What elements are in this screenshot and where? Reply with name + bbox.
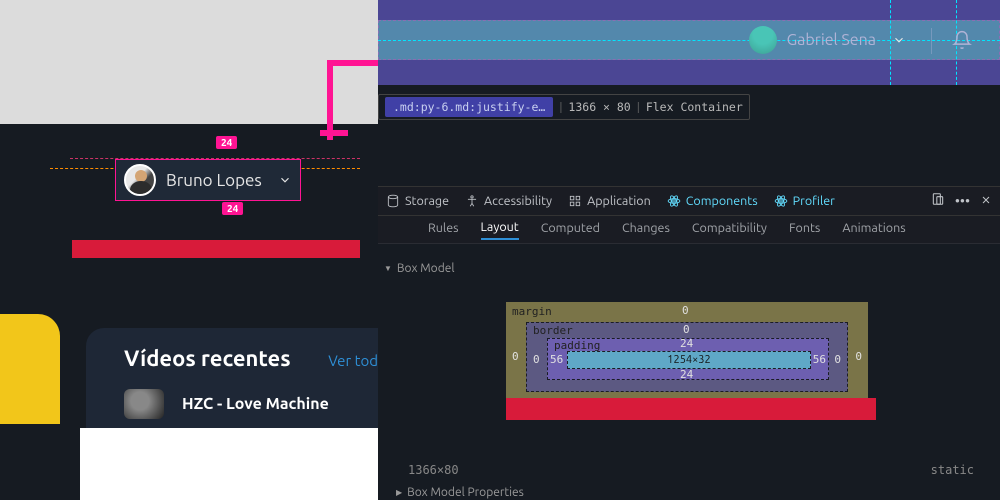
- header-user-name: Gabriel Sena: [787, 31, 876, 49]
- element-position: static: [931, 463, 974, 477]
- crumb-flex-label: Flex Container: [646, 100, 743, 114]
- tab-application[interactable]: Application: [568, 194, 651, 208]
- bm-value[interactable]: 0: [683, 323, 690, 336]
- bm-padding[interactable]: padding 24 56 56 24 1254×32: [547, 338, 829, 380]
- page-preview-panel: 24 24 Bruno Lopes Vídeos recentes Ver to…: [0, 0, 378, 500]
- user-dropdown-name: Bruno Lopes: [166, 171, 262, 190]
- more-icon[interactable]: •••: [955, 193, 970, 209]
- chevron-down-icon: [278, 173, 292, 187]
- bm-margin-label: margin: [512, 305, 552, 318]
- user-dropdown[interactable]: Bruno Lopes: [115, 159, 301, 201]
- sidebar-accent: [0, 314, 60, 424]
- tab-rules[interactable]: Rules: [428, 221, 459, 239]
- bell-icon[interactable]: [952, 30, 972, 54]
- video-thumbnail: [124, 389, 164, 419]
- bm-border-label: border: [533, 324, 573, 337]
- bm-value[interactable]: 0: [682, 304, 689, 317]
- avatar: [749, 26, 777, 54]
- tab-label: Storage: [405, 194, 449, 208]
- tab-animations[interactable]: Animations: [842, 221, 905, 239]
- bm-value[interactable]: 0: [834, 353, 841, 366]
- bm-value[interactable]: 56: [550, 353, 563, 366]
- list-item[interactable]: HZC - Love Machine: [124, 389, 378, 419]
- tab-compatibility[interactable]: Compatibility: [692, 221, 767, 239]
- tab-label: Profiler: [793, 194, 835, 208]
- tab-profiler[interactable]: Profiler: [774, 194, 835, 208]
- header-user-dropdown[interactable]: Gabriel Sena: [749, 26, 906, 54]
- inspector-highlight-bar: [72, 240, 360, 258]
- tab-changes[interactable]: Changes: [622, 221, 670, 239]
- tab-storage[interactable]: Storage: [386, 194, 449, 208]
- bm-border[interactable]: border 0 0 0 padding 24 56 56 24 1254×32: [526, 322, 848, 392]
- tab-accessibility[interactable]: Accessibility: [465, 194, 552, 208]
- bm-content-dims: 1254×32: [667, 354, 710, 366]
- section-box-model[interactable]: Box Model: [384, 262, 455, 275]
- bm-value[interactable]: 56: [813, 353, 826, 366]
- tab-layout[interactable]: Layout: [481, 220, 519, 240]
- bm-value[interactable]: 24: [680, 337, 693, 350]
- tab-computed[interactable]: Computed: [541, 221, 600, 239]
- card-see-all-link[interactable]: Ver tod: [328, 352, 378, 369]
- header-divider: [931, 28, 932, 54]
- preview-white-block: [80, 428, 378, 500]
- crumb-selector[interactable]: .md:py-6.md:justify-e…: [385, 97, 553, 117]
- tab-components[interactable]: Components: [667, 194, 758, 208]
- recent-videos-card: Vídeos recentes Ver tod HZC - Love Machi…: [86, 328, 378, 438]
- tab-label: Application: [587, 194, 651, 208]
- bm-margin[interactable]: margin 0 0 0 border 0 0 0 padding 24 56 …: [506, 302, 868, 410]
- bm-value[interactable]: 0: [533, 353, 540, 366]
- chevron-down-icon: [892, 33, 906, 47]
- tab-label: Accessibility: [484, 194, 552, 208]
- devtools-tabs-secondary: Rules Layout Computed Changes Compatibil…: [378, 216, 1000, 244]
- close-icon[interactable]: [980, 192, 992, 210]
- crumb-separator: |: [637, 101, 640, 114]
- tab-fonts[interactable]: Fonts: [789, 221, 820, 239]
- highlight-overlay: [506, 398, 876, 420]
- crumb-dimensions: 1366 × 80: [568, 100, 630, 114]
- avatar: [124, 164, 156, 196]
- bm-value[interactable]: 24: [680, 368, 693, 381]
- tab-label: Components: [686, 194, 758, 208]
- section-label: Box Model Properties: [407, 486, 524, 499]
- bm-value[interactable]: 0: [855, 350, 862, 363]
- crumb-separator: |: [559, 101, 562, 114]
- measure-badge-top: 24: [216, 136, 237, 149]
- preview-placeholder-block: [0, 0, 378, 124]
- bm-value[interactable]: 0: [512, 350, 519, 363]
- measure-badge-bottom: 24: [222, 202, 243, 215]
- measure-guide-vertical: [327, 60, 333, 140]
- responsive-mode-icon[interactable]: [931, 192, 945, 210]
- element-dimensions: 1366×80: [408, 463, 459, 477]
- measure-guide-end-2: [320, 130, 348, 136]
- section-label: Box Model: [397, 262, 455, 275]
- section-box-model-properties[interactable]: Box Model Properties: [396, 486, 524, 499]
- measure-guide-horizontal: [327, 60, 379, 66]
- guide-h-cyan: [378, 40, 1000, 41]
- bm-content[interactable]: 1254×32: [567, 351, 811, 369]
- box-model-diagram: margin 0 0 0 border 0 0 0 padding 24 56 …: [506, 302, 876, 410]
- video-title: HZC - Love Machine: [182, 395, 329, 413]
- devtools-tabs-primary: Storage Accessibility Application Compon…: [378, 186, 1000, 216]
- element-breadcrumb: .md:py-6.md:justify-e… | 1366 × 80 | Fle…: [378, 94, 750, 120]
